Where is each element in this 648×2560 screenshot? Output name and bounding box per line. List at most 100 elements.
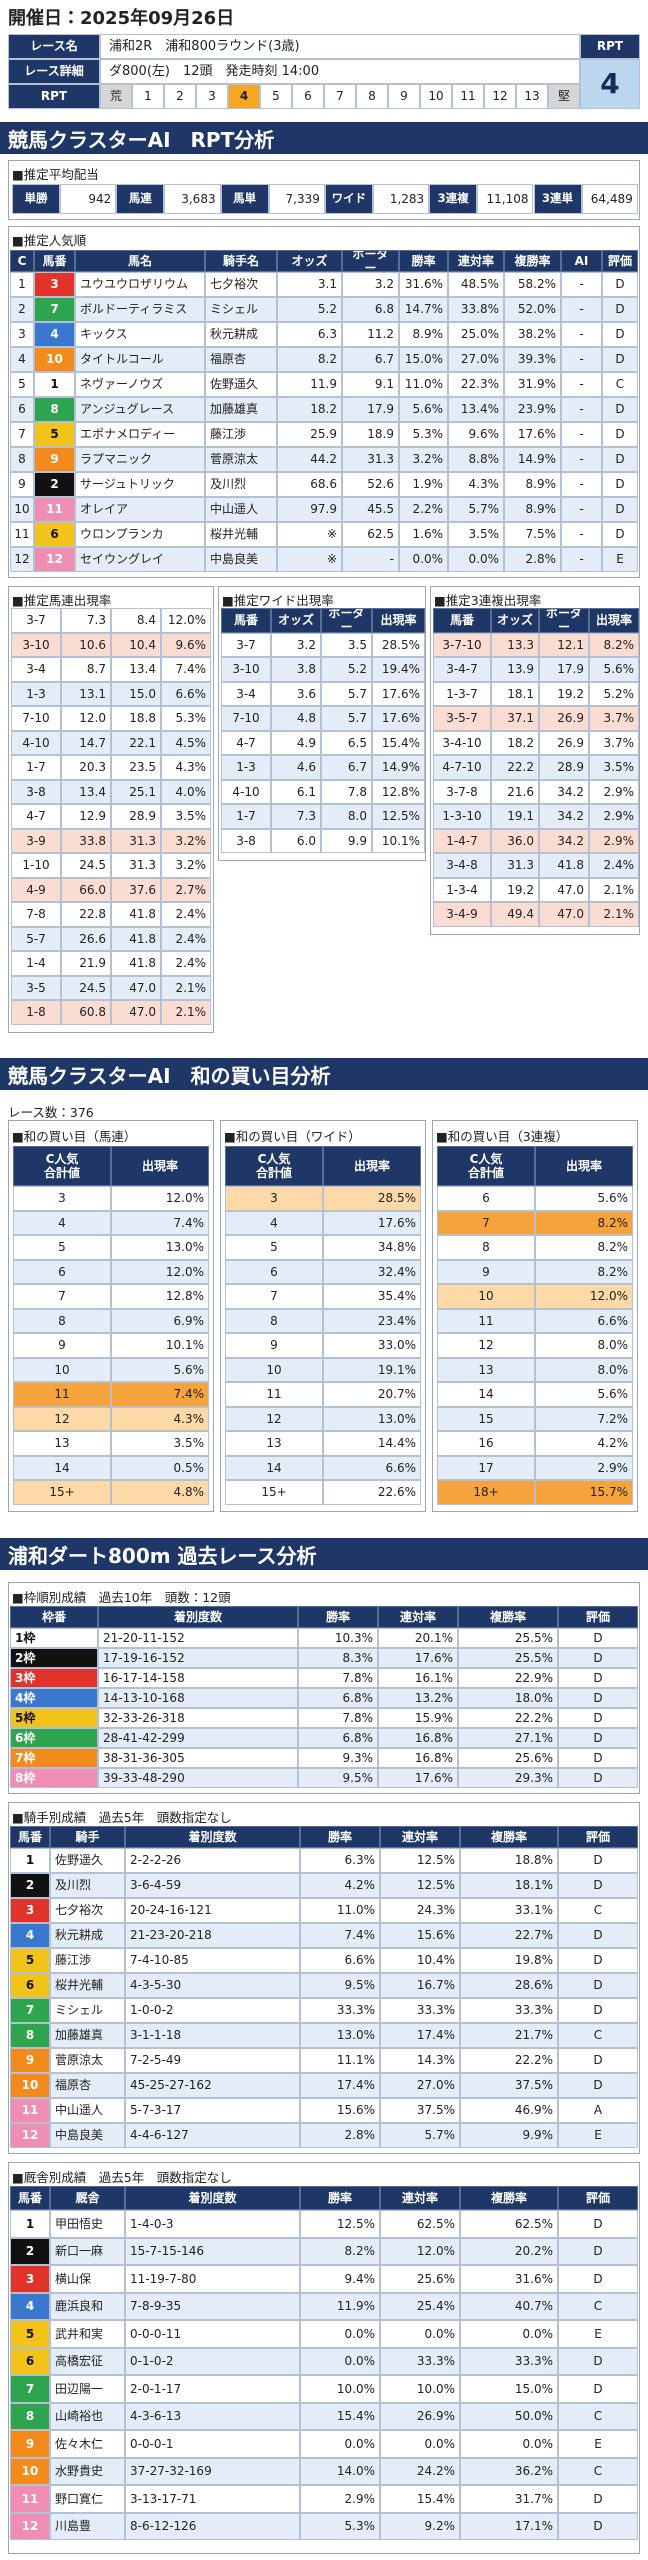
column-header: AI <box>561 250 602 272</box>
table-cell: 49.4 <box>491 902 539 927</box>
table-cell: 5.2 <box>277 297 342 322</box>
table-cell: 2.8% <box>300 2123 380 2148</box>
table-cell: 2.9% <box>589 828 639 853</box>
table-cell: 14 <box>13 1455 111 1480</box>
table-cell: 0.0% <box>399 547 448 572</box>
table-cell: 3-4-8 <box>433 853 491 878</box>
table-cell: 3 <box>10 1898 50 1923</box>
table-cell: 20.7% <box>323 1382 421 1407</box>
table-cell: 31.3 <box>491 853 539 878</box>
table-cell: 0.0% <box>300 2347 380 2375</box>
rpt-scale: 1 <box>132 84 164 109</box>
table-cell: 15.4% <box>372 730 425 755</box>
table-cell: 3-7 <box>221 632 271 657</box>
table-cell: 4.0% <box>161 779 211 804</box>
table-cell: 8.9% <box>399 322 448 347</box>
table-cell: 1枠 <box>10 1628 98 1648</box>
table-cell: 17.6% <box>372 706 425 731</box>
table-cell: 37.1 <box>491 706 539 731</box>
payout-value: 942 <box>60 184 117 214</box>
table-cell: 32.4% <box>323 1259 421 1284</box>
info-label: レース名 <box>8 34 100 59</box>
table-cell: 8枠 <box>10 1768 98 1788</box>
table-cell: 17.6% <box>378 1648 458 1668</box>
table-cell: 12.0 <box>61 706 111 731</box>
table-cell: 3.7% <box>589 730 639 755</box>
table-cell: 41.8 <box>111 951 161 976</box>
table-cell: 鹿浜良和 <box>50 2292 125 2320</box>
payout-label: ワイド <box>324 184 373 214</box>
table-cell: 5-7 <box>11 926 61 951</box>
table-cell: ユウユウロザリウム <box>75 272 205 297</box>
section-header: 競馬クラスターAI RPT分析 <box>0 122 648 154</box>
table-cell: D <box>602 322 638 347</box>
table-cell: 17.4% <box>380 2023 460 2048</box>
table-cell: 3-1-1-18 <box>125 2023 300 2048</box>
table-cell: 4-7 <box>11 804 61 829</box>
table-cell: D <box>602 347 638 372</box>
table-cell: 3-10 <box>221 657 271 682</box>
table-cell: D <box>602 297 638 322</box>
table-cell: 21.9 <box>61 951 111 976</box>
table-cell: 1-7 <box>11 755 61 780</box>
table-cell: 13.0% <box>300 2023 380 2048</box>
table-cell: 10 <box>13 1357 111 1382</box>
table-cell: 8.9% <box>504 497 561 522</box>
table-cell: 2.2% <box>399 497 448 522</box>
table-cell: 19.1 <box>491 804 539 829</box>
table-cell: 8.7 <box>61 657 111 682</box>
table-cell: 47.0 <box>539 902 589 927</box>
table-cell: 8 <box>10 2402 50 2430</box>
table-cell: 1 <box>10 272 34 297</box>
table-cell: 24.5 <box>61 853 111 878</box>
table-cell: 5 <box>10 372 34 397</box>
column-header: C人気 合計値 <box>13 1146 111 1186</box>
payout-value: 3,683 <box>164 184 221 214</box>
section-label: ■和の買い目（馬連） <box>12 1129 137 1144</box>
section-label: ■推定馬連出現率 <box>12 593 112 608</box>
table-cell: 13 <box>13 1431 111 1456</box>
table-cell: 22.6% <box>323 1480 421 1505</box>
table-cell: 5.7 <box>321 681 372 706</box>
payout-label: 単勝 <box>12 184 60 214</box>
table-cell: 10.1% <box>111 1333 209 1358</box>
table-cell: 31.3 <box>111 853 161 878</box>
table-cell: 1.6% <box>399 522 448 547</box>
table-cell: 22.2 <box>491 755 539 780</box>
table-cell: 12.9 <box>61 804 111 829</box>
table-cell: 6.8% <box>298 1728 378 1748</box>
table-cell: ボルドーティラミス <box>75 297 205 322</box>
table-cell: 14.7% <box>399 297 448 322</box>
table-cell: 9 <box>13 1333 111 1358</box>
table-cell: E <box>558 2320 638 2348</box>
table-cell: 12 <box>34 547 75 572</box>
table-cell: 9 <box>10 2430 50 2458</box>
table-cell: 17.6% <box>372 681 425 706</box>
table-cell: 26.9 <box>539 706 589 731</box>
table-cell: D <box>558 1998 638 2023</box>
table-cell: 19.4% <box>372 657 425 682</box>
column-header: 騎手名 <box>205 250 277 272</box>
column-header: C <box>10 250 34 272</box>
table-cell: 4-10 <box>11 730 61 755</box>
table-cell: 10 <box>10 497 34 522</box>
table-cell: 97.9 <box>277 497 342 522</box>
table-cell: 7.5% <box>504 522 561 547</box>
table-cell: 9.3% <box>298 1748 378 1768</box>
table-cell: 15+ <box>13 1480 111 1505</box>
table-cell: 7.8 <box>321 779 372 804</box>
table-cell: 17.4% <box>300 2073 380 2098</box>
table-cell: 15-7-15-146 <box>125 2237 300 2265</box>
table-cell: 18.1% <box>460 1873 558 1898</box>
rpt-value: 4 <box>580 59 640 109</box>
table-cell: C <box>558 2402 638 2430</box>
table-cell: 37.5% <box>380 2098 460 2123</box>
table-cell: ミシェル <box>50 1998 125 2023</box>
table-cell: 12 <box>10 547 34 572</box>
column-header: ボーダー <box>342 250 399 272</box>
table-cell: 13.2% <box>378 1688 458 1708</box>
table-cell: 7.8% <box>298 1708 378 1728</box>
table-cell: 2.7% <box>161 877 211 902</box>
table-cell: ※ <box>277 547 342 572</box>
table-cell: 5.7 <box>321 706 372 731</box>
